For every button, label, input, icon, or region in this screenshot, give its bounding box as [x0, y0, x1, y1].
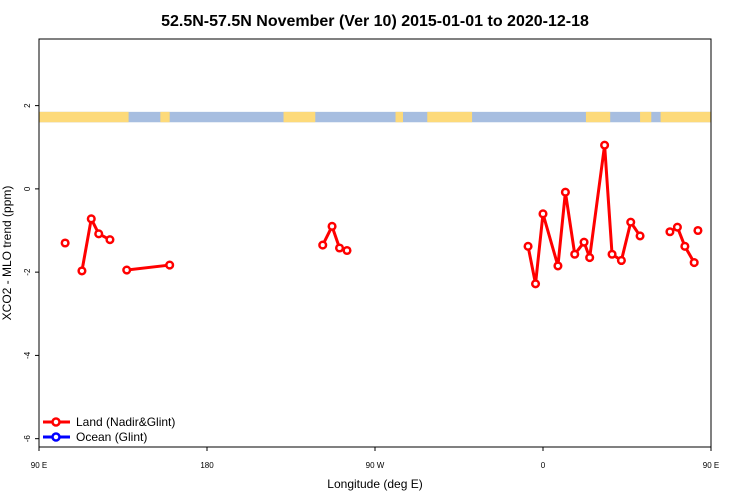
data-point-0-4-11 — [626, 217, 636, 227]
y-tick-label-0: 2 — [23, 103, 32, 108]
data-point-0-6-0 — [693, 225, 703, 236]
data-point-0-4-6 — [579, 237, 589, 247]
data-point-0-0-0 — [60, 238, 70, 248]
data-point-0-5-3 — [689, 258, 699, 268]
series-0-line-1 — [80, 217, 111, 272]
data-point-0-3-3 — [342, 245, 352, 256]
legend-marker-1 — [51, 432, 61, 442]
x-tick-label-0: 90 E — [31, 461, 47, 470]
data-point-0-4-4 — [560, 187, 570, 197]
data-point-0-2-1 — [165, 260, 175, 270]
data-point-0-4-2 — [538, 209, 548, 219]
x-tick-label-2: 90 W — [366, 461, 385, 470]
series-0-line-2 — [126, 263, 170, 272]
land-band-3 — [395, 111, 403, 123]
series-0 — [60, 140, 703, 289]
legend-marker-0 — [51, 417, 61, 427]
y-axis: 2 0 -2 -4 -6 — [23, 103, 39, 442]
data-point-0-1-3 — [105, 235, 115, 245]
legend-entry-1: Ocean (Glint) — [76, 430, 147, 444]
x-axis: 90 E 180 90 W 0 90 E — [31, 447, 719, 470]
data-point-0-4-7 — [585, 253, 595, 263]
data-point-0-5-2 — [680, 241, 690, 251]
data-point-0-4-0 — [523, 241, 533, 251]
y-tick-label-2: -2 — [23, 268, 32, 276]
data-point-0-1-2 — [94, 229, 104, 239]
data-point-0-3-0 — [318, 240, 328, 250]
data-point-0-5-1 — [672, 222, 682, 232]
x-axis-label: Longitude (deg E) — [327, 477, 422, 491]
series-layer — [60, 140, 703, 289]
data-point-0-4-5 — [570, 249, 580, 259]
x-tick-label-4: 90 E — [703, 461, 719, 470]
y-tick-label-3: -4 — [23, 351, 32, 359]
legend-entry-0: Land (Nadir&Glint) — [76, 415, 175, 429]
data-point-0-3-2 — [334, 243, 345, 253]
data-point-0-5-0 — [665, 227, 675, 237]
data-point-0-4-9 — [607, 249, 617, 259]
data-point-0-4-8 — [600, 140, 610, 150]
data-point-0-2-0 — [122, 265, 132, 275]
land-band-6 — [640, 111, 652, 123]
land-band-1 — [160, 111, 170, 123]
data-point-0-1-1 — [86, 214, 96, 224]
x-tick-label-3: 0 — [541, 461, 546, 470]
y-tick-label-4: -6 — [23, 435, 32, 443]
data-point-0-1-0 — [77, 266, 87, 276]
x-tick-label-1: 180 — [200, 461, 214, 470]
data-point-0-4-1 — [530, 279, 541, 289]
y-tick-label-1: 0 — [23, 186, 32, 191]
land-band-2 — [283, 111, 316, 123]
land-ocean-band — [39, 111, 711, 123]
land-band-0 — [39, 111, 129, 123]
y-axis-label: XCO2 - MLO trend (ppm) — [0, 186, 14, 321]
data-point-0-3-1 — [327, 221, 337, 231]
data-point-0-4-3 — [553, 261, 563, 271]
data-point-0-4-12 — [635, 231, 645, 241]
land-band-5 — [585, 111, 611, 123]
ocean-band — [39, 111, 711, 123]
land-band-7 — [660, 111, 711, 123]
legend: Land (Nadir&Glint)Ocean (Glint) — [43, 415, 175, 444]
land-band-4 — [427, 111, 473, 123]
chart-title: 52.5N-57.5N November (Ver 10) 2015-01-01… — [161, 13, 589, 30]
data-point-0-4-10 — [616, 255, 626, 266]
